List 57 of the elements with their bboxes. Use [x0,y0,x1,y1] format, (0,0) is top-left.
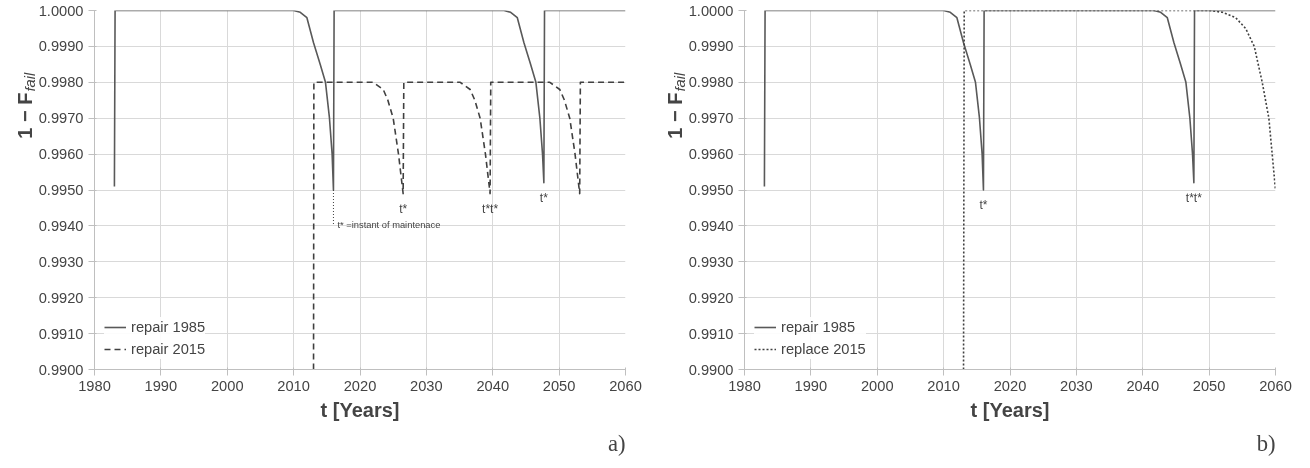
annotation: t* [979,198,988,212]
x-tick-label: 2060 [1259,377,1292,394]
annotation: t* [399,201,408,216]
y-tick-label: 0.9980 [38,74,84,91]
y-axis-title: 1 − Ffail [13,72,39,139]
x-tick-label: 1980 [78,377,111,394]
y-tick-label: 0.9900 [38,361,84,378]
y-tick-label: 0.9990 [38,38,84,55]
y-tick-label: 0.9940 [688,217,734,234]
y-tick-label: 0.9970 [688,110,734,127]
x-tick-label: 2020 [343,377,377,394]
y-tick-label: 0.9930 [688,253,734,270]
x-tick-label: 2000 [860,377,894,394]
annotation: t* =instant of maintenace [337,220,441,230]
x-tick-label: 1980 [728,377,761,394]
legend-label: replace 2015 [781,341,866,357]
y-tick-label: 0.9960 [38,146,84,163]
y-tick-label: 0.9950 [688,182,734,198]
x-tick-label: 2030 [410,377,443,394]
x-tick-label: 2030 [1060,377,1093,394]
x-tick-label: 2000 [210,377,244,394]
y-tick-label: 0.9940 [38,217,84,234]
x-tick-label: 2050 [1192,377,1226,394]
y-tick-label: 0.9990 [688,38,734,55]
text: b) [1256,430,1276,456]
legend-label: repair 1985 [781,319,856,335]
y-tick-label: 0.9910 [688,325,734,342]
legend-label: repair 2015 [131,341,206,357]
x-tick-label: 2050 [542,377,576,394]
line-series [312,81,626,370]
y-tick-label: 0.9970 [38,110,84,127]
x-axis-title: t [Years] [970,398,1050,421]
y-tick-label: 1.0000 [688,2,734,19]
y-tick-label: 1.0000 [38,2,84,19]
y-tick-label: 0.9900 [688,361,734,378]
x-tick-label: 2010 [927,377,960,394]
x-tick-label: 1990 [144,377,178,394]
x-tick-label: 2020 [993,377,1027,394]
y-tick-label: 0.9960 [688,146,734,163]
text: a) [607,430,626,456]
x-tick-label: 2040 [1126,377,1160,394]
y-tick-label: 0.9920 [38,289,84,306]
y-tick-label: 0.9910 [38,325,84,342]
annotation: t*t* [1185,190,1203,205]
y-tick-label: 0.9930 [38,253,84,270]
y-tick-label: 0.9920 [688,289,734,306]
x-tick-label: 2060 [609,377,642,394]
x-tick-label: 1990 [794,377,828,394]
annotation: t*t* [482,201,499,216]
x-tick-label: 2040 [476,377,510,394]
x-axis-title: t [Years] [320,398,400,421]
y-tick-label: 0.9950 [38,182,84,198]
y-tick-label: 0.9980 [688,74,734,91]
x-tick-label: 2010 [277,377,310,394]
annotation: t* [539,190,549,205]
y-axis-title: 1 − Ffail [663,72,689,139]
legend-label: repair 1985 [131,319,206,335]
